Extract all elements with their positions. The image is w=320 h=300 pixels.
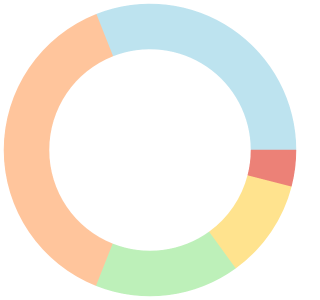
donut-slice (95, 231, 237, 297)
chart (3, 3, 297, 297)
donut-slice (95, 3, 297, 151)
page: (() => { const data = JSON.parse(documen… (3, 3, 297, 297)
donut-slice (247, 149, 297, 187)
donut-slice (3, 13, 114, 287)
